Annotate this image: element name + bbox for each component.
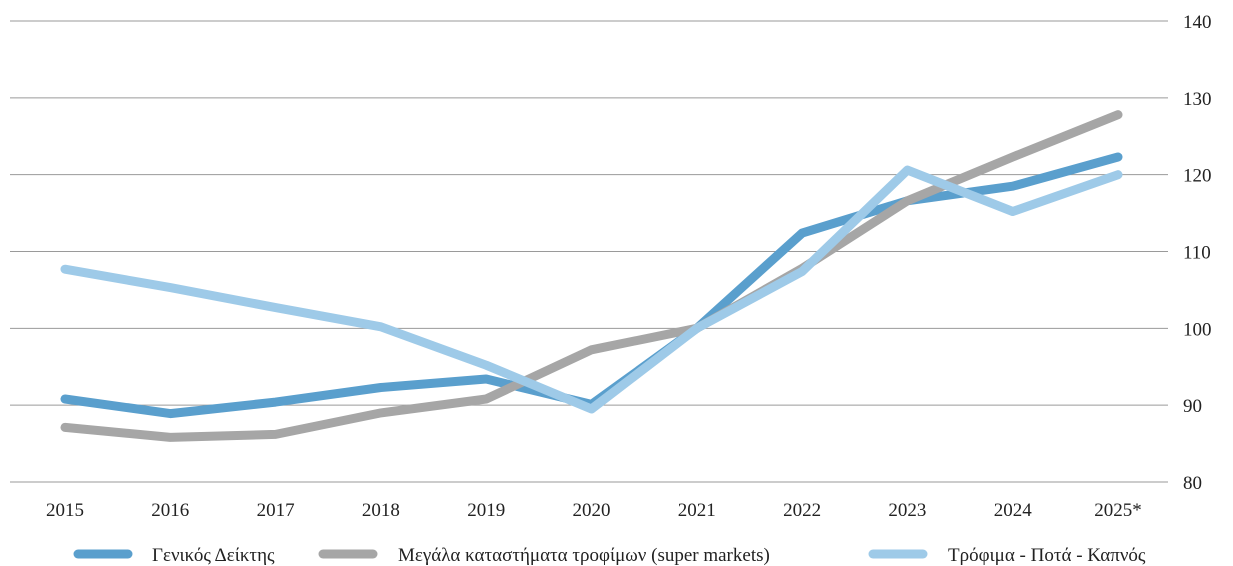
legend-item: Μεγάλα καταστήματα τροφίμων (super marke… [318, 545, 770, 566]
y-tick-label: 140 [1183, 12, 1212, 33]
x-tick-label: 2016 [151, 500, 189, 521]
x-tick-label: 2018 [362, 500, 400, 521]
x-tick-label: 2023 [888, 500, 926, 521]
legend: Γενικός Δείκτης Μεγάλα καταστήματα τροφίμ… [73, 545, 1146, 566]
x-tick-label: 2015 [46, 500, 84, 521]
x-tick-label: 2020 [573, 500, 611, 521]
x-tick-label: 2019 [467, 500, 505, 521]
legend-item: Τρόφιμα - Ποτά - Καπνός [868, 545, 1146, 566]
y-tick-label: 100 [1183, 319, 1212, 340]
y-tick-label: 130 [1183, 89, 1212, 110]
x-tick-label: 2022 [783, 500, 821, 521]
y-tick-label: 90 [1183, 396, 1202, 417]
y-axis-ticks: 80 90 100 110 120 130 140 [1183, 12, 1212, 494]
legend-item: Γενικός Δείκτης [73, 545, 275, 566]
series-line-3 [60, 165, 1123, 414]
y-tick-label: 80 [1183, 473, 1202, 494]
series-lines [60, 110, 1123, 442]
gridlines [10, 20, 1168, 483]
x-tick-label: 2021 [678, 500, 716, 521]
x-axis-ticks: 2015 2016 2017 2018 2019 2020 2021 2022 2023 2024… [46, 500, 1142, 521]
y-tick-label: 110 [1183, 243, 1211, 264]
legend-label: Τρόφιμα - Ποτά - Καπνός [948, 545, 1146, 566]
legend-label: Μεγάλα καταστήματα τροφίμων (super marke… [398, 545, 770, 566]
series-line-2 [60, 110, 1123, 442]
y-tick-label: 120 [1183, 166, 1212, 187]
x-tick-label: 2025* [1094, 500, 1142, 521]
x-tick-label: 2017 [257, 500, 295, 521]
x-tick-label: 2024 [994, 500, 1033, 521]
legend-label: Γενικός Δείκτης [152, 545, 275, 566]
